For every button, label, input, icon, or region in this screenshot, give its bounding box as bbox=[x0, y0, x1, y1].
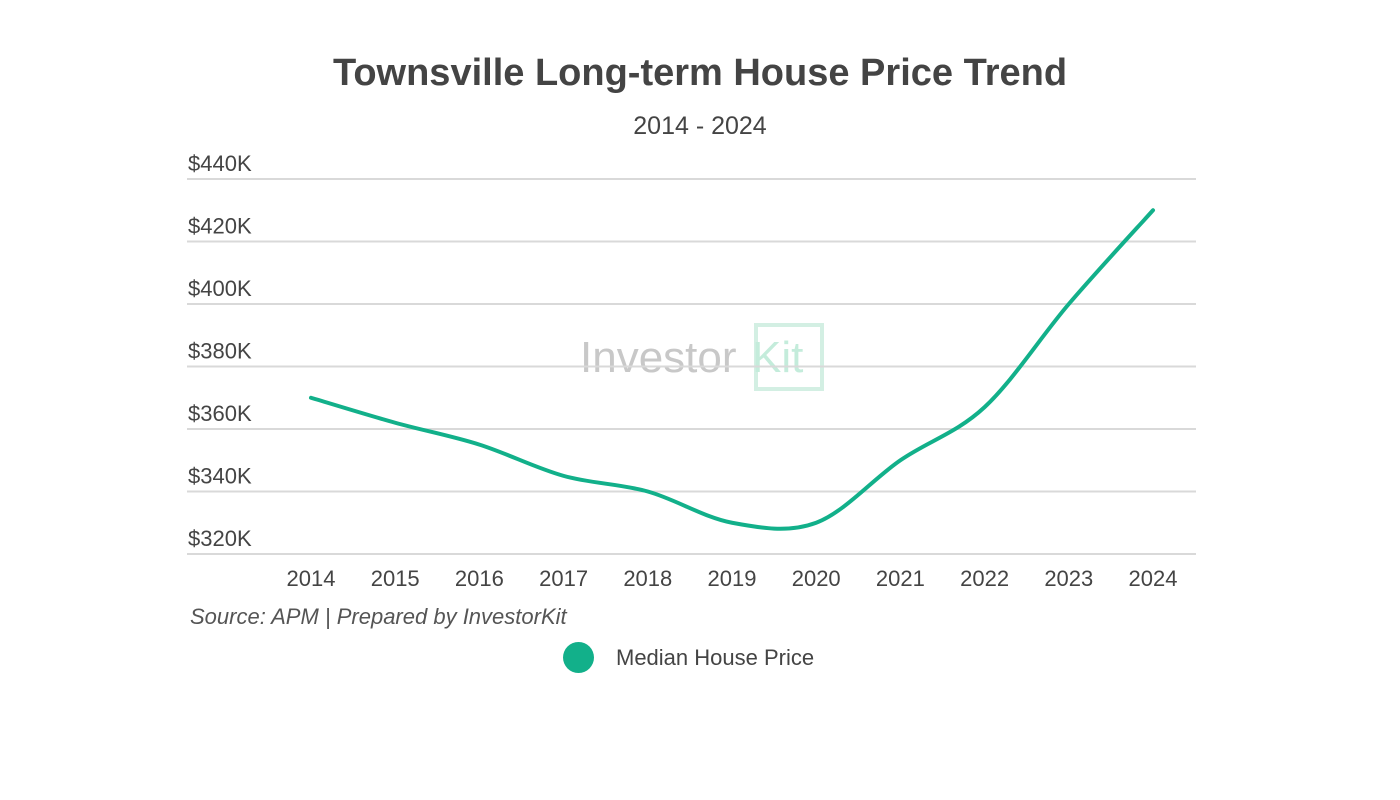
legend-marker bbox=[563, 642, 594, 673]
x-tick-label: 2022 bbox=[960, 566, 1009, 591]
x-tick-label: 2023 bbox=[1044, 566, 1093, 591]
chart-subtitle: 2014 - 2024 bbox=[633, 112, 767, 140]
legend-label: Median House Price bbox=[616, 644, 815, 670]
legend: Median House Price bbox=[563, 642, 814, 673]
watermark-text: Investor bbox=[580, 333, 737, 382]
y-tick-label: $320K bbox=[188, 526, 252, 551]
x-tick-label: 2016 bbox=[455, 566, 504, 591]
series-line-median-house-price bbox=[309, 208, 1155, 531]
x-tick-label: 2020 bbox=[792, 566, 841, 591]
watermark-box bbox=[754, 323, 824, 391]
x-tick-label: 2018 bbox=[623, 566, 672, 591]
y-tick-label: $360K bbox=[188, 401, 252, 426]
source-note: Source: APM | Prepared by InvestorKit bbox=[190, 604, 567, 629]
y-tick-label: $420K bbox=[188, 214, 252, 239]
y-tick-label: $340K bbox=[188, 464, 252, 489]
y-tick-label: $400K bbox=[188, 276, 252, 301]
watermark-kit: Kit bbox=[752, 333, 803, 382]
y-tick-label: $380K bbox=[188, 339, 252, 364]
y-tick-label: $440K bbox=[188, 151, 252, 176]
x-tick-label: 2017 bbox=[539, 566, 588, 591]
x-tick-label: 2014 bbox=[287, 566, 336, 591]
x-tick-label: 2024 bbox=[1129, 566, 1178, 591]
x-tick-label: 2019 bbox=[708, 566, 757, 591]
x-tick-label: 2015 bbox=[371, 566, 420, 591]
chart-title: Townsville Long-term House Price Trend bbox=[332, 52, 1068, 94]
x-tick-label: 2021 bbox=[876, 566, 925, 591]
